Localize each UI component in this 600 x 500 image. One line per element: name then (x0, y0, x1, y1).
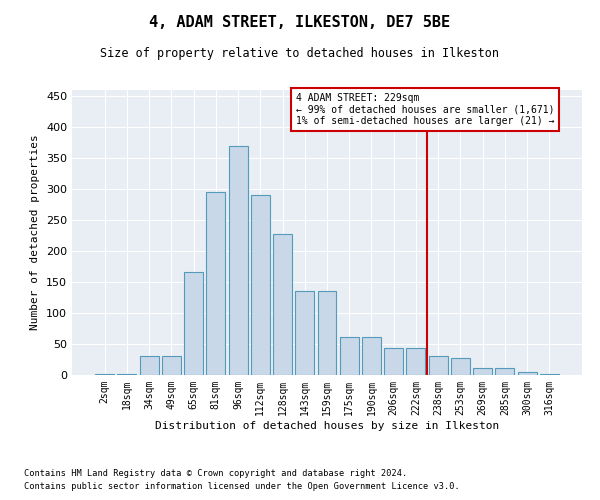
Bar (384, 348, 403, 375)
Bar (295, 292, 314, 375)
Bar (540, 374, 559, 375)
Bar (184, 272, 203, 375)
Text: Size of property relative to detached houses in Ilkeston: Size of property relative to detached ho… (101, 48, 499, 60)
Bar (95, 374, 114, 375)
Bar (518, 372, 536, 375)
Text: Contains public sector information licensed under the Open Government Licence v3: Contains public sector information licen… (24, 482, 460, 491)
Text: 4 ADAM STREET: 229sqm
← 99% of detached houses are smaller (1,671)
1% of semi-de: 4 ADAM STREET: 229sqm ← 99% of detached … (296, 93, 554, 126)
Bar (229, 146, 248, 375)
Text: Contains HM Land Registry data © Crown copyright and database right 2024.: Contains HM Land Registry data © Crown c… (24, 468, 407, 477)
Bar (451, 358, 470, 375)
Bar (362, 336, 381, 375)
Bar (251, 196, 270, 375)
Bar (340, 336, 359, 375)
Y-axis label: Number of detached properties: Number of detached properties (31, 134, 40, 330)
Text: 4, ADAM STREET, ILKESTON, DE7 5BE: 4, ADAM STREET, ILKESTON, DE7 5BE (149, 15, 451, 30)
Bar (140, 356, 158, 375)
Bar (406, 348, 425, 375)
Bar (162, 356, 181, 375)
Bar (118, 374, 136, 375)
Bar (273, 234, 292, 375)
Bar (317, 292, 337, 375)
Bar (496, 368, 514, 375)
X-axis label: Distribution of detached houses by size in Ilkeston: Distribution of detached houses by size … (155, 420, 499, 430)
Bar (429, 356, 448, 375)
Bar (206, 192, 225, 375)
Bar (473, 368, 492, 375)
